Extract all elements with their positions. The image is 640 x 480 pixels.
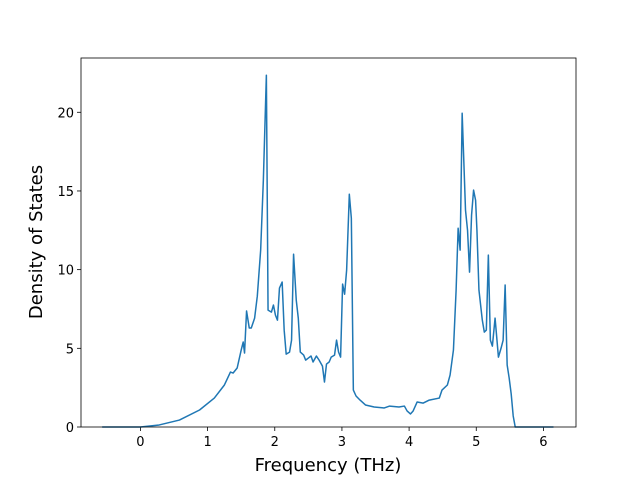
x-tick-label: 0: [136, 435, 144, 450]
x-axis-label: Frequency (THz): [255, 455, 402, 476]
x-tick-label: 2: [271, 435, 279, 450]
x-tick-label: 6: [539, 435, 547, 450]
y-axis-label: Density of States: [26, 165, 47, 319]
plot-frame: [80, 57, 577, 428]
x-tick-label: 5: [472, 435, 480, 450]
y-tick-label: 5: [66, 342, 74, 357]
x-tick-label: 1: [203, 435, 211, 450]
data-line: [102, 74, 554, 428]
y-tick-label: 15: [57, 185, 74, 200]
y-tick-label: 0: [66, 421, 74, 436]
y-tick-label: 20: [57, 106, 74, 121]
x-tick-label: 3: [338, 435, 346, 450]
y-tick-label: 10: [57, 264, 74, 279]
x-tick-label: 4: [405, 435, 413, 450]
